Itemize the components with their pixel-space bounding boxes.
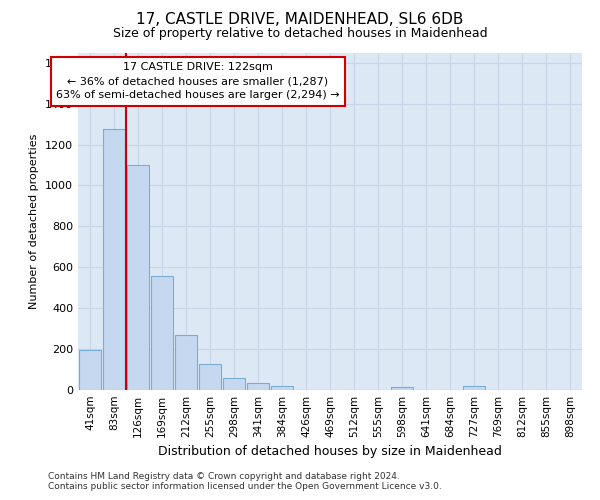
Bar <box>151 276 173 390</box>
Text: 17 CASTLE DRIVE: 122sqm
← 36% of detached houses are smaller (1,287)
63% of semi: 17 CASTLE DRIVE: 122sqm ← 36% of detache… <box>56 62 340 100</box>
X-axis label: Distribution of detached houses by size in Maidenhead: Distribution of detached houses by size … <box>158 446 502 458</box>
Bar <box>391 387 413 390</box>
Text: Size of property relative to detached houses in Maidenhead: Size of property relative to detached ho… <box>113 28 487 40</box>
Bar <box>175 335 197 390</box>
Bar <box>199 364 221 390</box>
Bar <box>127 165 149 390</box>
Bar <box>223 378 245 390</box>
Bar <box>103 129 125 390</box>
Bar <box>463 386 485 390</box>
Text: Contains HM Land Registry data © Crown copyright and database right 2024.
Contai: Contains HM Land Registry data © Crown c… <box>48 472 442 491</box>
Y-axis label: Number of detached properties: Number of detached properties <box>29 134 40 309</box>
Text: 17, CASTLE DRIVE, MAIDENHEAD, SL6 6DB: 17, CASTLE DRIVE, MAIDENHEAD, SL6 6DB <box>136 12 464 28</box>
Bar <box>271 386 293 390</box>
Bar <box>79 350 101 390</box>
Bar <box>247 384 269 390</box>
